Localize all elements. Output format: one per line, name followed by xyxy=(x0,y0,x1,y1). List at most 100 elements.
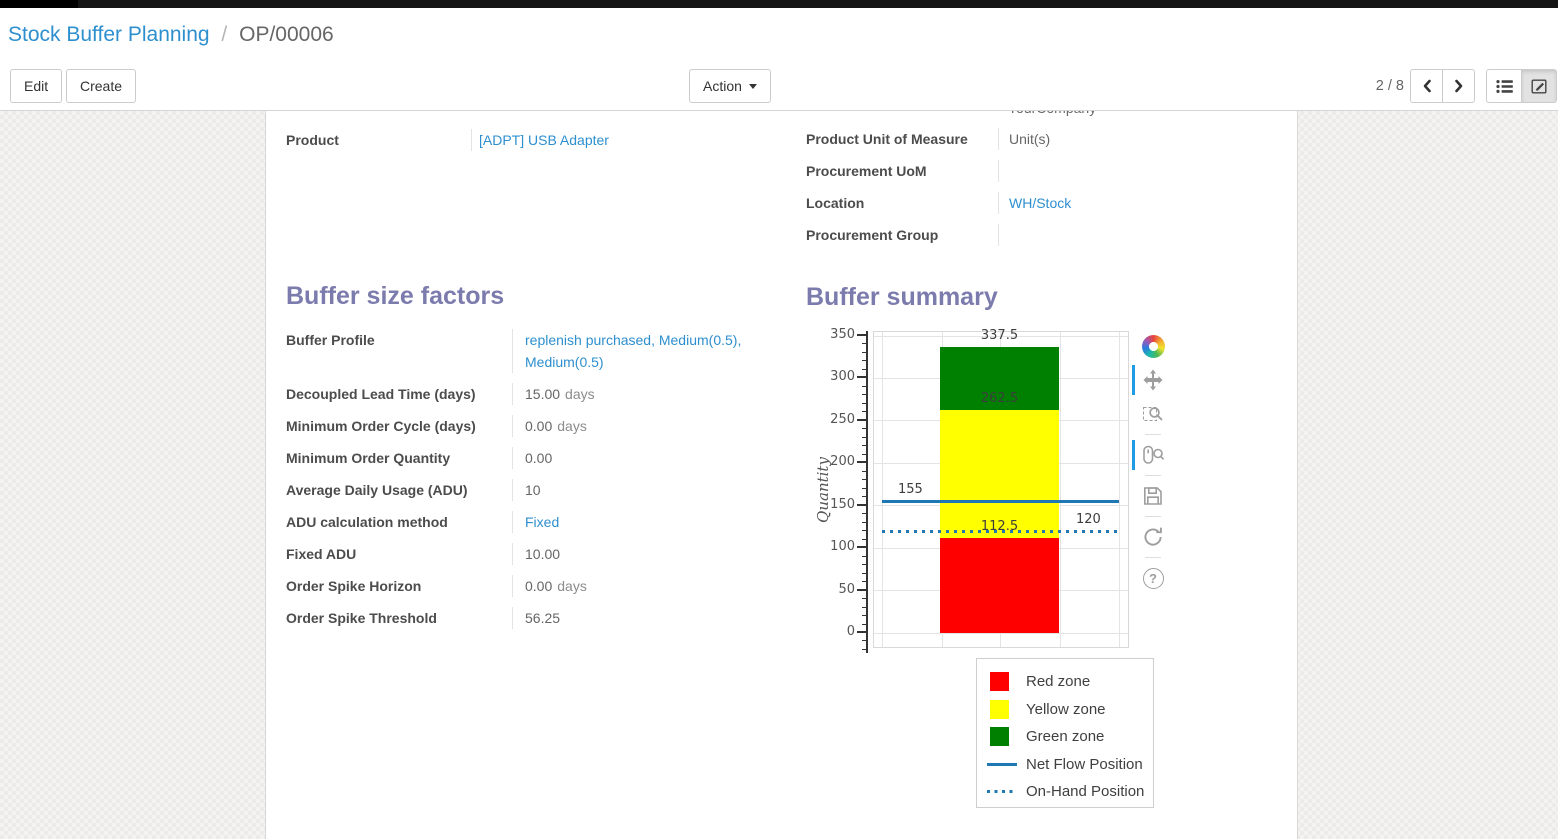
y-major-tick xyxy=(857,376,867,379)
factor-field-unit: days xyxy=(557,578,587,594)
product-field-value[interactable]: [ADPT] USB Adapter xyxy=(471,129,781,151)
gridline-h xyxy=(874,632,1128,634)
y-major-tick xyxy=(857,461,867,464)
chevron-left-icon xyxy=(1423,79,1431,93)
list-view-button[interactable] xyxy=(1486,69,1522,103)
record-field-label: Procurement UoM xyxy=(806,163,927,179)
form-view-button[interactable] xyxy=(1521,69,1557,103)
factor-field-text: 0.00 xyxy=(525,450,553,466)
save-tool[interactable] xyxy=(1140,483,1166,509)
help-tool[interactable]: ? xyxy=(1140,565,1166,591)
yellow-zone-swatch xyxy=(990,699,1009,719)
factor-field-text: 56.25 xyxy=(525,610,561,626)
y-minor-tick xyxy=(862,394,867,396)
y-minor-tick xyxy=(862,402,867,404)
chart-value-label: 337.5 xyxy=(980,327,1019,343)
factor-field-value[interactable]: replenish purchased, Medium(0.5), Medium… xyxy=(512,329,786,373)
factor-field: Minimum Order Quantity 0.00 xyxy=(286,447,786,469)
gridline-v xyxy=(1060,332,1061,647)
net-flow-line-swatch xyxy=(987,762,1017,766)
help-icon: ? xyxy=(1142,567,1164,589)
buffer-size-factors-group: Buffer Profile replenish purchased, Mediu… xyxy=(286,329,786,639)
chart-legend: Red zone Yellow zone Green zone Net Flow Po… xyxy=(976,658,1154,808)
chart-plot-area[interactable]: 337.5 262.5 112.5 155 120 xyxy=(873,327,1129,648)
factor-field: ADU calculation method Fixed xyxy=(286,511,786,533)
wheel-zoom-tool[interactable] xyxy=(1132,440,1166,470)
y-minor-tick xyxy=(862,445,867,447)
chart-value-label: 155 xyxy=(898,482,923,498)
action-label: Action xyxy=(703,78,742,94)
y-minor-tick xyxy=(862,453,867,455)
buffer-size-factors-title: Buffer size factors xyxy=(286,282,505,310)
y-minor-tick xyxy=(862,351,867,353)
y-minor-tick xyxy=(862,538,867,540)
record-field-text: Unit(s) xyxy=(1009,131,1051,147)
y-minor-tick xyxy=(862,530,867,532)
record-field-value xyxy=(998,160,1281,182)
factor-field-link[interactable]: Fixed xyxy=(525,514,560,530)
factor-field-link[interactable]: replenish purchased, Medium(0.5), Medium… xyxy=(525,332,742,370)
y-tick-label: 50 xyxy=(838,581,855,597)
edit-button[interactable]: Edit xyxy=(10,69,63,103)
legend-item: Red zone xyxy=(977,668,1153,696)
pan-icon xyxy=(1143,369,1163,391)
breadcrumb-parent-link[interactable]: Stock Buffer Planning xyxy=(8,23,210,46)
on-hand-position-line xyxy=(882,529,1119,533)
toolbar-separator xyxy=(1145,434,1161,435)
factor-field-value: 10 xyxy=(512,479,786,501)
legend-item: Green zone xyxy=(977,723,1153,751)
chart-value-label: 262.5 xyxy=(980,391,1019,407)
active-tool-indicator xyxy=(1132,365,1135,395)
record-field-link[interactable]: WH/Stock xyxy=(1009,195,1072,211)
buffer-summary-chart[interactable]: Quantity 0 50 100 150 200 250 300 350 337.5 262.… xyxy=(809,325,1177,661)
product-field-link[interactable]: [ADPT] USB Adapter xyxy=(479,132,609,148)
y-major-tick xyxy=(857,418,867,421)
y-minor-tick xyxy=(862,572,867,574)
record-field-label: Procurement Group xyxy=(806,227,939,243)
factor-field-text: 10.00 xyxy=(525,546,561,562)
legend-label: Red zone xyxy=(1026,673,1091,691)
product-field-label: Product xyxy=(286,132,339,148)
y-major-tick xyxy=(857,588,867,591)
factor-field-value: 0.00 xyxy=(512,447,786,469)
legend-label: Net Flow Position xyxy=(1026,755,1143,773)
pager-previous-button[interactable] xyxy=(1410,69,1443,103)
legend-sample xyxy=(987,790,1017,794)
toolbar-separator xyxy=(1145,557,1161,558)
reset-tool[interactable] xyxy=(1140,524,1166,550)
y-minor-tick xyxy=(862,623,867,625)
y-minor-tick xyxy=(862,521,867,523)
factor-field-label: Minimum Order Cycle (days) xyxy=(286,418,476,434)
legend-sample xyxy=(987,699,1017,719)
factor-field-unit: days xyxy=(565,386,595,402)
box-zoom-tool[interactable] xyxy=(1140,401,1166,427)
pager-next-button[interactable] xyxy=(1442,69,1475,103)
y-minor-tick xyxy=(862,360,867,362)
y-minor-tick xyxy=(862,479,867,481)
y-minor-tick xyxy=(862,581,867,583)
factor-field: Decoupled Lead Time (days) 15.00 days xyxy=(286,383,786,405)
toolbar-separator xyxy=(1145,475,1161,476)
y-major-tick xyxy=(857,546,867,549)
factor-field-text: 15.00 xyxy=(525,386,561,402)
factor-field: Order Spike Threshold 56.25 xyxy=(286,607,786,629)
factor-field: Average Daily Usage (ADU) 10 xyxy=(286,479,786,501)
green-zone-swatch xyxy=(990,727,1009,747)
factor-field-value[interactable]: Fixed xyxy=(512,511,786,533)
chart-toolbar: ? xyxy=(1132,329,1170,595)
action-dropdown-button[interactable]: Action xyxy=(689,69,771,103)
legend-item: On-Hand Position xyxy=(977,778,1153,806)
gridline-v xyxy=(1119,332,1120,647)
bokeh-logo[interactable] xyxy=(1140,333,1166,359)
y-minor-tick xyxy=(862,564,867,566)
record-field-value[interactable]: WH/Stock xyxy=(998,192,1281,214)
y-minor-tick xyxy=(862,470,867,472)
factor-field-label: Buffer Profile xyxy=(286,332,375,348)
net-flow-position-line xyxy=(882,499,1119,503)
company-value-clipped: YourCompany xyxy=(1008,111,1288,119)
record-field-value: Unit(s) xyxy=(998,128,1281,150)
breadcrumb-separator: / xyxy=(221,23,228,46)
create-button[interactable]: Create xyxy=(66,69,137,103)
pan-tool[interactable] xyxy=(1132,365,1166,395)
reset-icon xyxy=(1144,527,1162,546)
